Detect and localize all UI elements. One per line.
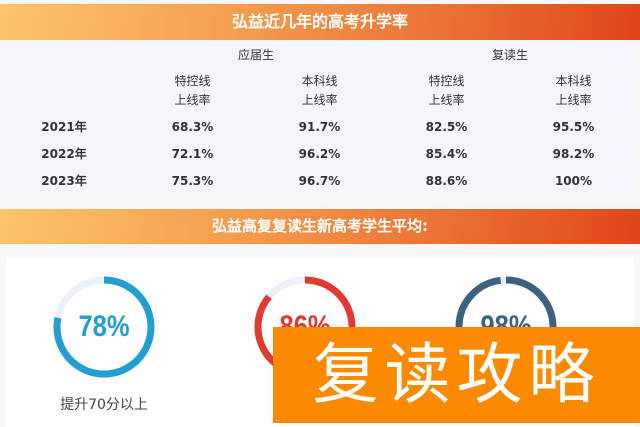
rate-cell: 82.5% — [384, 114, 509, 139]
rate-cell: 72.1% — [130, 141, 255, 166]
corner-cell — [0, 42, 128, 67]
table-row: 2022年 72.1% 96.2% 85.4% 98.2% — [0, 141, 636, 166]
ring-fill — [53, 276, 155, 378]
sub-header: 本科线 上线率 — [511, 69, 636, 112]
rate-cell: 85.4% — [384, 141, 509, 166]
year-cell: 2021年 — [0, 114, 128, 139]
rate-cell: 100% — [511, 168, 636, 193]
corner-cell — [0, 69, 128, 112]
rate-cell: 98.2% — [511, 141, 636, 166]
progress-ring: 78% — [52, 275, 156, 379]
group-header: 应届生 — [130, 42, 382, 67]
overlay-banner: 复读攻略 — [273, 327, 640, 423]
rate-cell: 68.3% — [130, 114, 255, 139]
admission-rate-table: 应届生 复读生 特控线 上线率 本科线 上线率 特控线 上线率 本科线 上线率 2021年… — [0, 40, 638, 195]
section-title-average: 弘益高复复读生新高考学生平均: — [0, 209, 640, 244]
sub-header: 特控线 上线率 — [384, 69, 509, 112]
table-row: 2023年 75.3% 96.7% 88.6% 100% — [0, 168, 636, 193]
rate-cell: 88.6% — [384, 168, 509, 193]
section-title-rates: 弘益近几年的高考升学率 — [0, 4, 640, 40]
rate-cell: 96.7% — [257, 168, 382, 193]
year-cell: 2022年 — [0, 141, 128, 166]
rate-cell: 96.2% — [257, 141, 382, 166]
year-cell: 2023年 — [0, 168, 128, 193]
ring-value: 78% — [78, 310, 130, 343]
stat-label: 提升70分以上 — [60, 397, 148, 413]
group-header: 复读生 — [384, 42, 636, 67]
rate-cell: 91.7% — [257, 114, 382, 139]
rate-cell: 95.5% — [511, 114, 636, 139]
rate-cell: 75.3% — [130, 168, 255, 193]
sub-header: 本科线 上线率 — [257, 69, 382, 112]
sub-header: 特控线 上线率 — [130, 69, 255, 112]
table-row: 2021年 68.3% 91.7% 82.5% 95.5% — [0, 114, 636, 139]
